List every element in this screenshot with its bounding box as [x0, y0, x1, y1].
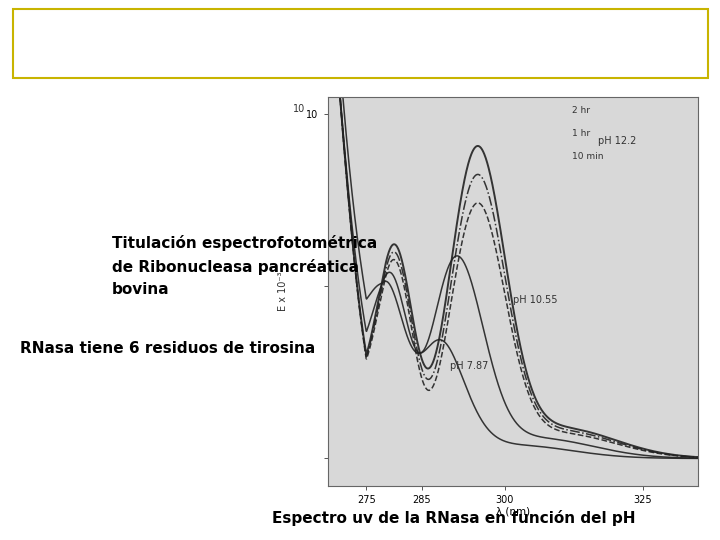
Text: pH 7.87: pH 7.87 [450, 361, 488, 372]
Text: 2 hr: 2 hr [572, 106, 590, 115]
Text: pH 12.2: pH 12.2 [598, 136, 636, 146]
X-axis label: λ (nm): λ (nm) [496, 507, 530, 516]
Text: 10: 10 [293, 104, 305, 114]
Text: RNasa tiene 6 residuos de tirosina: RNasa tiene 6 residuos de tirosina [20, 341, 315, 356]
Text: Cambio espectral de la tirosina cuando se desprotona (pKa = 10.9), el: Cambio espectral de la tirosina cuando s… [23, 26, 604, 41]
Text: 10 min: 10 min [572, 152, 604, 161]
Text: 1 hr: 1 hr [572, 129, 590, 138]
Text: E x 10⁻³: E x 10⁻³ [278, 272, 288, 312]
Text: Titulación espectrofotométrica
de Ribonucleasa pancréatica
bovina: Titulación espectrofotométrica de Ribonu… [112, 235, 377, 297]
Text: pH 10.55: pH 10.55 [513, 295, 557, 305]
Text: máximo de absorción pasa de 280 nm a 295 nm: máximo de absorción pasa de 280 nm a 295… [23, 50, 417, 66]
Text: Espectro uv de la RNasa en función del pH: Espectro uv de la RNasa en función del p… [272, 510, 635, 526]
